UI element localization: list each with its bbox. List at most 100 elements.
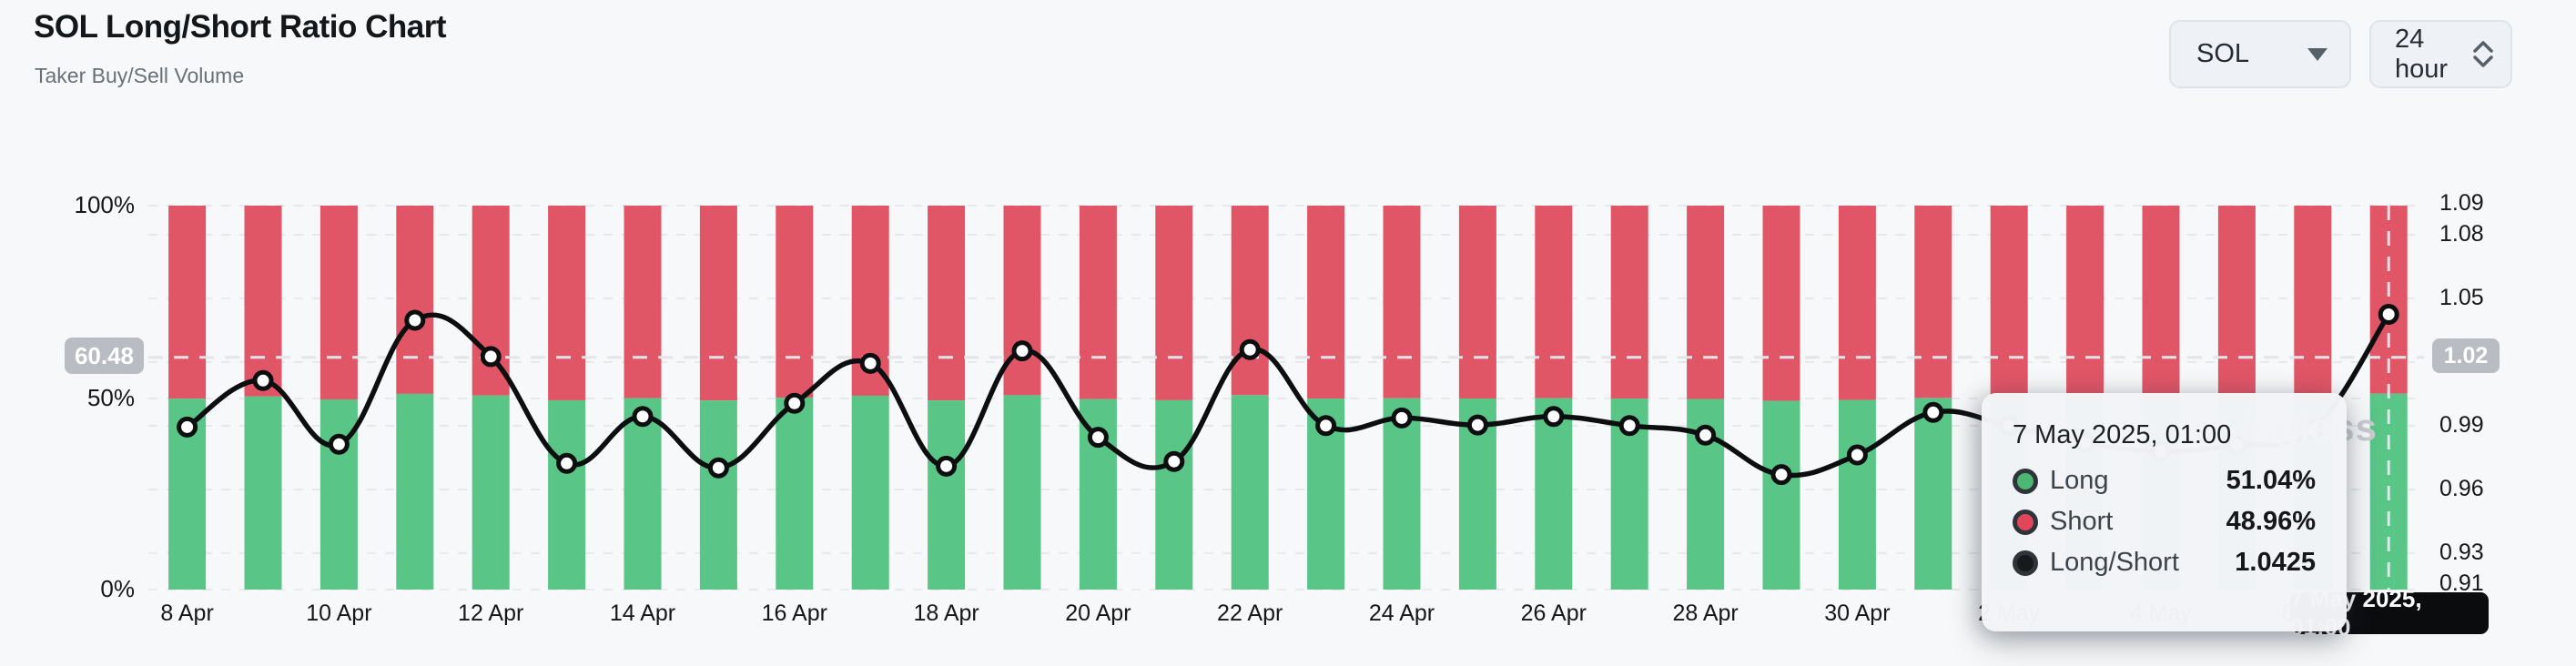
page-title: SOL Long/Short Ratio Chart: [34, 9, 447, 45]
y-right-tick-1.09: 1.09: [2439, 190, 2484, 216]
ratio-point-15-Apr[interactable]: [707, 457, 729, 479]
short-bar-6-May[interactable]: [2294, 206, 2332, 399]
long-bar-14-Apr[interactable]: [624, 398, 662, 590]
long-bar-24-Apr[interactable]: [1383, 398, 1421, 590]
short-bar-28-Apr[interactable]: [1687, 206, 1725, 399]
page-subtitle: Taker Buy/Sell Volume: [35, 64, 245, 87]
x-tick-18-Apr: 18 Apr: [913, 600, 979, 626]
x-tick-12-Apr: 12 Apr: [458, 600, 524, 626]
y-right-tick-0.91: 0.91: [2439, 570, 2484, 596]
tooltip-ratio-value: 1.0425: [2235, 548, 2316, 577]
short-bar-3-May[interactable]: [2066, 206, 2104, 399]
x-tick-28-Apr: 28 Apr: [1672, 600, 1739, 626]
long-bar-21-Apr[interactable]: [1155, 399, 1193, 590]
long-bar-17-Apr[interactable]: [851, 395, 889, 590]
ratio-point-19-Apr[interactable]: [1011, 340, 1033, 362]
y-left-tick-100%: 100%: [74, 191, 136, 218]
ratio-dot-icon: [2013, 550, 2038, 576]
short-bar-20-Apr[interactable]: [1079, 206, 1117, 399]
short-bar-16-Apr[interactable]: [776, 206, 814, 398]
short-bar-4-May[interactable]: [2142, 206, 2180, 400]
short-bar-27-Apr[interactable]: [1610, 206, 1648, 399]
ratio-point-17-Apr[interactable]: [859, 352, 881, 374]
x-tick-14-Apr: 14 Apr: [609, 600, 676, 626]
short-bar-19-Apr[interactable]: [1003, 206, 1041, 396]
short-bar-10-Apr[interactable]: [319, 206, 358, 399]
y-right-tick-0.96: 0.96: [2439, 476, 2484, 501]
ratio-point-7-May[interactable]: [2378, 304, 2399, 326]
x-tick-26-Apr: 26 Apr: [1520, 600, 1587, 626]
tooltip-title: 7 May 2025, 01:00: [2013, 419, 2232, 449]
short-bar-5-May[interactable]: [2217, 206, 2256, 400]
chevron-up-down-icon: [2472, 40, 2494, 68]
ratio-point-13-Apr[interactable]: [556, 452, 578, 474]
symbol-select[interactable]: SOL: [2169, 20, 2351, 88]
short-bar-18-Apr[interactable]: [928, 206, 966, 401]
interval-select[interactable]: 24 hour: [2369, 20, 2512, 88]
ratio-point-25-Apr[interactable]: [1466, 414, 1488, 436]
ratio-point-27-Apr[interactable]: [1618, 415, 1640, 437]
long-bar-10-Apr[interactable]: [319, 399, 358, 590]
long-bar-11-Apr[interactable]: [396, 393, 434, 590]
x-tick-22-Apr: 22 Apr: [1217, 600, 1283, 626]
long-bar-12-Apr[interactable]: [472, 395, 510, 590]
ratio-point-12-Apr[interactable]: [480, 346, 502, 368]
y-right-tick-0.93: 0.93: [2439, 540, 2484, 565]
tooltip-short-value: 48.96%: [2226, 507, 2316, 536]
ratio-point-14-Apr[interactable]: [632, 406, 654, 428]
long-bar-9-Apr[interactable]: [244, 396, 282, 590]
long-bar-18-Apr[interactable]: [928, 400, 966, 590]
ratio-point-28-Apr[interactable]: [1695, 424, 1717, 446]
long-bar-22-Apr[interactable]: [1231, 395, 1269, 590]
ratio-point-1-May[interactable]: [1922, 401, 1944, 423]
ratio-point-11-Apr[interactable]: [404, 309, 426, 331]
short-bar-24-Apr[interactable]: [1383, 206, 1421, 399]
short-bar-29-Apr[interactable]: [1762, 206, 1800, 401]
ratio-point-8-Apr[interactable]: [177, 416, 198, 438]
x-tick-20-Apr: 20 Apr: [1065, 600, 1131, 626]
ratio-point-18-Apr[interactable]: [936, 455, 958, 477]
long-bar-29-Apr[interactable]: [1762, 400, 1800, 590]
ratio-point-30-Apr[interactable]: [1846, 444, 1868, 466]
short-bar-9-Apr[interactable]: [244, 206, 282, 397]
symbol-select-value: SOL: [2196, 39, 2250, 68]
ratio-point-10-Apr[interactable]: [328, 433, 350, 455]
tooltip-row-short: Short 48.96%: [2013, 501, 2316, 542]
ratio-point-29-Apr[interactable]: [1770, 464, 1792, 486]
y-right-tick-1.05: 1.05: [2439, 285, 2484, 310]
short-bar-21-Apr[interactable]: [1155, 206, 1193, 400]
short-bar-2-May[interactable]: [1990, 206, 2028, 399]
ratio-point-23-Apr[interactable]: [1315, 415, 1337, 437]
ratio-point-20-Apr[interactable]: [1087, 427, 1109, 449]
short-bar-23-Apr[interactable]: [1307, 206, 1345, 399]
short-bar-30-Apr[interactable]: [1838, 206, 1876, 400]
ratio-point-16-Apr[interactable]: [784, 392, 806, 414]
long-bar-15-Apr[interactable]: [699, 400, 737, 590]
long-bar-13-Apr[interactable]: [548, 399, 586, 590]
tooltip-long-value: 51.04%: [2226, 466, 2316, 495]
ratio-point-24-Apr[interactable]: [1391, 407, 1413, 429]
x-tick-10-Apr: 10 Apr: [306, 600, 372, 626]
short-bar-22-Apr[interactable]: [1231, 206, 1269, 396]
long-bar-30-Apr[interactable]: [1838, 399, 1876, 590]
caret-down-icon: [2307, 47, 2328, 61]
long-bar-26-Apr[interactable]: [1535, 398, 1573, 590]
ratio-point-22-Apr[interactable]: [1239, 338, 1261, 360]
short-dot-icon: [2013, 509, 2038, 535]
short-bar-26-Apr[interactable]: [1535, 206, 1573, 399]
short-bar-25-Apr[interactable]: [1458, 206, 1496, 399]
ratio-point-26-Apr[interactable]: [1543, 406, 1565, 428]
short-bar-11-Apr[interactable]: [396, 206, 434, 394]
short-bar-15-Apr[interactable]: [699, 206, 737, 401]
ratio-point-9-Apr[interactable]: [252, 369, 274, 391]
short-bar-13-Apr[interactable]: [548, 206, 586, 400]
short-bar-14-Apr[interactable]: [624, 206, 662, 399]
short-bar-8-Apr[interactable]: [168, 206, 207, 399]
long-bar-16-Apr[interactable]: [776, 397, 814, 590]
long-bar-1-May[interactable]: [1914, 398, 1952, 590]
ratio-point-21-Apr[interactable]: [1163, 450, 1185, 472]
long-bar-19-Apr[interactable]: [1003, 395, 1041, 590]
short-bar-1-May[interactable]: [1914, 206, 1952, 399]
